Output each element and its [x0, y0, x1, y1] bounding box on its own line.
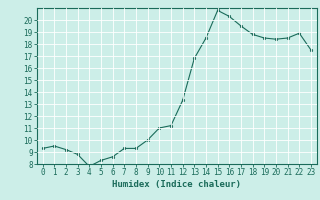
X-axis label: Humidex (Indice chaleur): Humidex (Indice chaleur) — [112, 180, 241, 189]
